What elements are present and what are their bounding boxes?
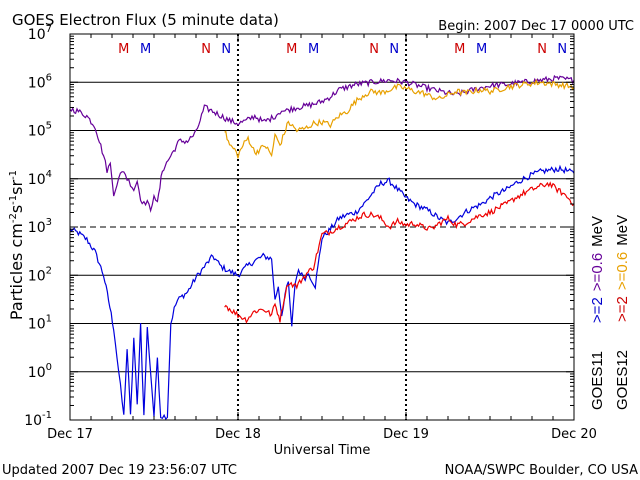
footer-source: NOAA/SWPC Boulder, CO USA [445,463,638,478]
legend-goes11-2mev: >=2 [589,297,606,323]
legend-goes11-unit: MeV [589,216,606,247]
series-layer [69,74,575,421]
legend-goes12-unit: MeV [614,215,631,246]
noon-midnight-marker: M [118,42,129,57]
legend-goes12-06mev: >=0.6 [614,252,631,290]
y-tick-label: 100 [28,362,52,381]
noon-midnight-marker: N [221,42,231,57]
y-tick-label: 101 [28,314,52,333]
y-tick-label: 106 [28,72,52,91]
y-tick-label: 102 [28,265,52,284]
series-line [224,181,575,324]
x-tick-label: Dec 20 [551,427,597,442]
series-line [224,78,575,159]
y-tick-label: 104 [28,169,52,188]
y-tick-label: 105 [28,121,52,140]
y-tick-label: 107 [28,24,52,43]
noon-midnight-marker: M [454,42,465,57]
y-tick-label: 103 [28,217,52,236]
series-line [69,74,575,214]
x-tick-label: Dec 19 [383,427,429,442]
x-tick-label: Dec 18 [215,427,261,442]
y-tick-label: 10-1 [24,410,52,429]
noon-midnight-marker: N [201,42,211,57]
noon-midnight-marker: N [557,42,567,57]
legend-goes11: GOES11 >=2 >=0.6 MeV [589,216,606,410]
series-line [69,164,575,421]
legend-goes12-name: GOES12 [614,350,631,410]
begin-label: Begin: 2007 Dec 17 0000 UTC [438,19,634,34]
noon-midnight-marker: N [389,42,399,57]
noon-midnight-marker: M [308,42,319,57]
legend-goes11-name: GOES11 [589,351,606,410]
legend-goes11-06mev: >=0.6 [589,253,606,291]
y-axis-label: Particles cm-2s-1sr-1 [7,170,26,320]
legend-goes12: GOES12 >=2 >=0.6 MeV [614,215,631,410]
footer-updated: Updated 2007 Dec 19 23:56:07 UTC [2,463,237,478]
noon-midnight-marker: N [537,42,547,57]
chart-title: GOES Electron Flux (5 minute data) [12,11,279,29]
x-tick-label: Dec 17 [47,427,93,442]
x-axis-label: Universal Time [274,443,371,458]
noon-midnight-marker: N [369,42,379,57]
noon-midnight-marker: M [286,42,297,57]
noon-midnight-marker: M [476,42,487,57]
grid-layer [70,34,574,420]
legend-goes12-2mev: >=2 [614,296,631,322]
noon-midnight-marker: M [140,42,151,57]
